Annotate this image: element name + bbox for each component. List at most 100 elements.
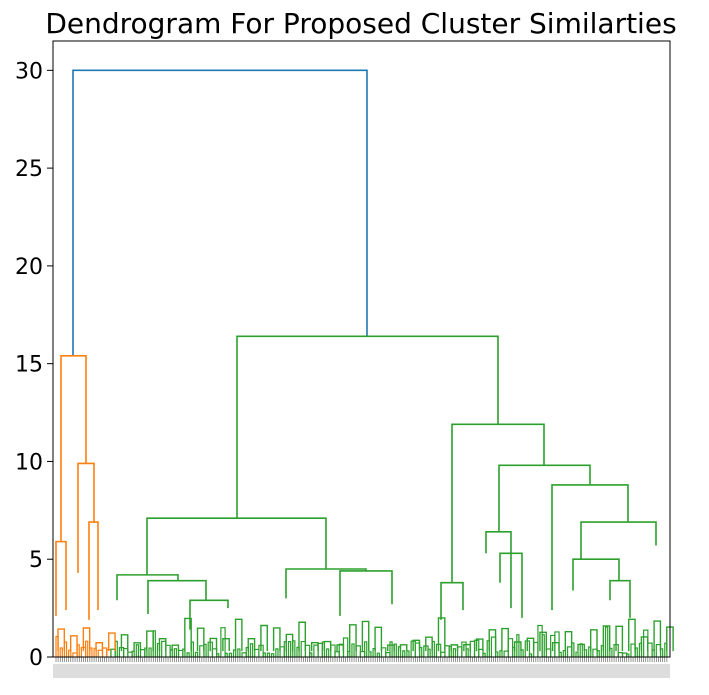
cluster-merge: [298, 621, 307, 652]
cluster-merge: [501, 627, 509, 652]
leaf-merge: [169, 649, 173, 657]
leaf-merge: [385, 652, 391, 657]
y-tick-label: 5: [29, 548, 43, 573]
leaf-merge: [304, 644, 311, 657]
dendrogram-link: [551, 484, 629, 611]
cluster-merge: [108, 632, 116, 652]
leaf-merge: [402, 650, 406, 657]
leaf-merge: [617, 652, 624, 657]
leaf-merge: [351, 643, 355, 657]
leaf-merge: [389, 641, 393, 657]
cluster-merge: [513, 641, 522, 652]
leaf-merge: [59, 647, 63, 657]
leaf-merge: [220, 627, 226, 657]
leaf-merge: [511, 646, 516, 657]
dendrogram-link: [77, 462, 95, 573]
leaf-merge: [355, 645, 361, 657]
leaf-merge: [418, 646, 423, 657]
leaf-merge: [499, 650, 503, 657]
dendrogram-link: [147, 579, 207, 614]
leaf-merge: [216, 653, 220, 657]
cluster-merge: [450, 644, 459, 652]
cluster-merge: [463, 643, 471, 652]
leaf-merge: [406, 650, 410, 657]
leaf-merge: [444, 645, 450, 657]
y-tick-label: 30: [15, 59, 43, 84]
dendrogram-link: [60, 355, 87, 542]
leaf-merge: [659, 648, 664, 657]
leaf-merge: [588, 646, 592, 657]
dendrogram-link: [580, 521, 657, 560]
leaf-merge: [89, 647, 93, 657]
dendrogram-link: [498, 464, 591, 532]
cluster-merge: [285, 633, 294, 652]
leaf-merge: [228, 652, 233, 657]
leaf-merge: [545, 648, 552, 657]
cluster-merge: [539, 631, 547, 652]
leaf-merge: [97, 649, 104, 657]
leaf-merge: [194, 651, 199, 657]
leaf-merge: [211, 648, 218, 657]
leaf-merge: [516, 634, 520, 657]
dendrogram-link: [72, 69, 368, 356]
leaf-merge: [575, 651, 579, 657]
leaf-merge: [148, 647, 152, 657]
leaf-merge: [296, 646, 300, 657]
leaf-merge: [224, 652, 228, 657]
leaf-merge: [448, 645, 452, 657]
cluster-merge: [361, 620, 370, 652]
leaf-merge: [93, 647, 97, 657]
leaf-merge: [452, 648, 457, 657]
cluster-merge: [310, 641, 319, 652]
leaf-merge: [330, 644, 336, 657]
cluster-merge: [628, 618, 636, 652]
leaf-merge: [507, 638, 514, 657]
leaf-merge: [528, 653, 533, 657]
cluster-merge: [412, 639, 421, 652]
cluster-merge: [551, 642, 560, 652]
cluster-merge: [209, 637, 218, 652]
cluster-merge: [399, 644, 408, 652]
leaf-merge: [380, 647, 387, 657]
leaf-merge: [249, 643, 254, 657]
leaf-merge: [135, 644, 140, 657]
y-axis: 0 5 10 15 20 25 30: [15, 59, 53, 671]
plot-frame: [52, 40, 671, 658]
leaf-merge: [342, 637, 349, 657]
leaf-merge: [266, 652, 271, 657]
leaf-merge: [503, 650, 509, 657]
x-axis: [53, 657, 670, 678]
cluster-merge: [69, 635, 78, 652]
leaf-merge: [279, 646, 285, 657]
cluster-merge: [437, 617, 446, 652]
cluster-merge: [336, 644, 345, 652]
cluster-merge: [272, 627, 281, 652]
leaf-merge: [165, 644, 171, 657]
leaf-merge: [647, 642, 653, 657]
leaf-merge: [359, 651, 366, 657]
leaf-merge: [275, 648, 279, 657]
dendrogram-link: [55, 540, 67, 616]
leaf-merge: [651, 649, 655, 657]
leaf-merge: [626, 653, 630, 657]
dendrogram-link: [189, 599, 229, 630]
cluster-merge: [133, 642, 142, 652]
cluster-merge: [222, 637, 230, 652]
dendrogram-link: [146, 517, 327, 575]
cluster-merge: [158, 638, 167, 652]
dendrogram-link: [451, 423, 545, 583]
leaf-merge: [139, 649, 146, 657]
leaf-merge: [317, 642, 323, 657]
leaf-merge: [604, 626, 609, 657]
dendrogram-link: [485, 531, 512, 609]
cluster-merge: [425, 636, 433, 652]
leaf-merge: [245, 646, 249, 657]
leaf-merge: [325, 648, 330, 657]
cluster-merge: [247, 637, 256, 652]
y-tick-label: 20: [15, 255, 43, 280]
cluster-merge: [95, 642, 104, 652]
leaf-merge: [254, 648, 260, 657]
cluster-merge: [526, 637, 535, 652]
